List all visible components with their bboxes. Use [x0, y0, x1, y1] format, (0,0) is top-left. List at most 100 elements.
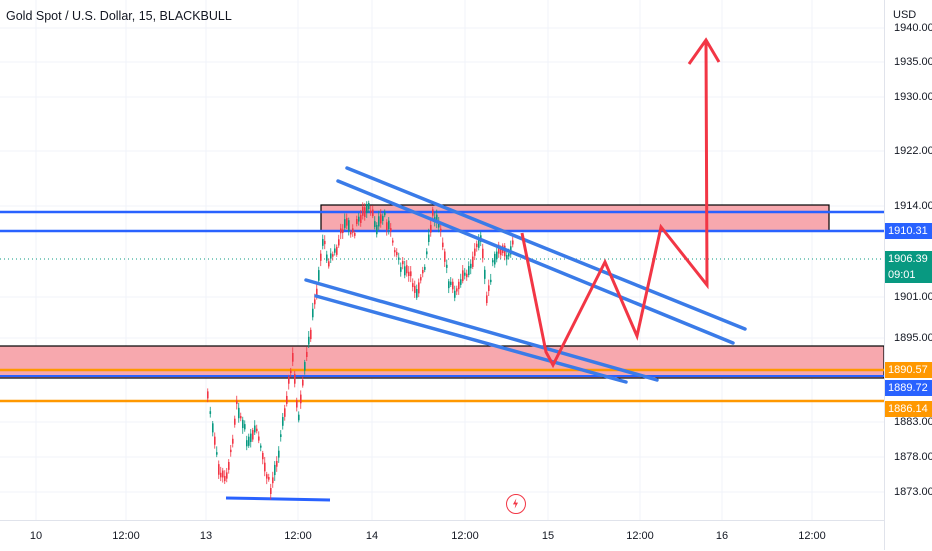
- candle: [370, 210, 372, 213]
- grid: [0, 0, 884, 520]
- support-lower-price-label[interactable]: 1886.14: [885, 401, 932, 417]
- price-tick: 1873.00: [894, 486, 932, 498]
- candle: [462, 270, 464, 282]
- low-line[interactable]: [225, 496, 331, 502]
- chart-canvas[interactable]: [0, 0, 884, 520]
- candle: [264, 462, 266, 472]
- candle: [404, 266, 406, 276]
- candle: [356, 218, 358, 224]
- candle: [420, 277, 422, 281]
- candle: [346, 218, 348, 226]
- candle: [412, 283, 414, 288]
- candle: [328, 261, 330, 267]
- candle: [438, 221, 440, 228]
- candle: [270, 488, 272, 494]
- candle: [396, 252, 398, 256]
- candle: [228, 461, 230, 470]
- price-tick: 1940.00: [894, 22, 932, 34]
- candle: [330, 253, 332, 259]
- candle: [506, 255, 508, 260]
- resistance-price-label[interactable]: 1910.31: [885, 223, 932, 239]
- candle: [432, 209, 434, 216]
- candle: [390, 228, 392, 232]
- candle: [352, 228, 354, 233]
- time-tick: 12:00: [798, 530, 826, 542]
- candle: [354, 233, 356, 236]
- candle: [400, 267, 402, 272]
- candle: [348, 220, 350, 231]
- candle: [254, 425, 256, 433]
- time-axis[interactable]: 10 12:00 13 12:00 14 12:00 15 12:00 16 1…: [0, 520, 884, 551]
- price-axis[interactable]: USD 1940.00 1935.00 1930.00 1922.00 1914…: [884, 0, 932, 550]
- candle: [482, 248, 484, 259]
- candle: [494, 253, 496, 265]
- candle: [414, 285, 416, 293]
- candle: [218, 464, 220, 475]
- time-tick: 12:00: [451, 530, 479, 542]
- bolt-icon[interactable]: [506, 494, 526, 514]
- candle: [402, 261, 404, 265]
- candle: [302, 379, 304, 386]
- candle: [416, 288, 418, 298]
- candle: [278, 450, 280, 458]
- candle: [220, 472, 222, 478]
- candle: [242, 419, 244, 429]
- projection-path[interactable]: [520, 39, 709, 369]
- currency-label: USD: [893, 9, 917, 21]
- candle: [214, 436, 216, 445]
- candle: [446, 264, 448, 268]
- candle: [448, 281, 450, 289]
- candle: [460, 279, 462, 285]
- candle: [234, 418, 236, 425]
- candle: [326, 254, 328, 261]
- candle: [216, 452, 218, 455]
- symbol-title[interactable]: Gold Spot / U.S. Dollar, 15, BLACKBULL: [6, 9, 232, 23]
- candle: [452, 281, 454, 290]
- candle: [280, 434, 282, 437]
- candle: [488, 285, 490, 292]
- candle: [310, 329, 312, 340]
- candle: [340, 228, 342, 234]
- candle: [324, 240, 326, 245]
- candle: [272, 477, 274, 484]
- candle: [372, 209, 374, 217]
- candle: [500, 248, 502, 256]
- support-upper-price-label[interactable]: 1890.57: [885, 362, 932, 378]
- candle: [236, 400, 238, 405]
- candle: [207, 391, 209, 399]
- candle: [378, 216, 380, 227]
- candle: [316, 288, 318, 298]
- candle: [426, 251, 428, 255]
- candle: [386, 222, 388, 230]
- last-price-label[interactable]: 1906.39: [885, 251, 932, 267]
- candle: [408, 271, 410, 277]
- descending-channel[interactable]: [304, 166, 747, 384]
- candle: [282, 417, 284, 426]
- candle: [344, 219, 346, 228]
- candle: [288, 376, 290, 384]
- support-mid-price-label[interactable]: 1889.72: [885, 380, 932, 396]
- resistance-zone[interactable]: [320, 204, 830, 232]
- support-zone[interactable]: [0, 345, 884, 379]
- time-tick: 13: [199, 530, 213, 542]
- candle: [424, 266, 426, 270]
- candle: [258, 436, 260, 441]
- candle: [472, 256, 474, 267]
- chart-area[interactable]: Gold Spot / U.S. Dollar, 15, BLACKBULL: [0, 0, 884, 520]
- time-tick: 12:00: [112, 530, 140, 542]
- candle: [454, 290, 456, 298]
- candle: [486, 295, 488, 304]
- candle: [466, 273, 468, 278]
- candle: [248, 436, 250, 446]
- candle: [252, 430, 254, 440]
- candle: [226, 472, 228, 479]
- price-tick: 1922.00: [894, 145, 932, 157]
- price-tick: 1914.00: [894, 200, 932, 212]
- candle: [422, 269, 424, 274]
- candle: [260, 445, 262, 448]
- price-tick: 1883.00: [894, 416, 932, 428]
- candle: [458, 281, 460, 290]
- candle: [262, 452, 264, 460]
- price-tick: 1895.00: [894, 332, 932, 344]
- candles: [207, 200, 514, 500]
